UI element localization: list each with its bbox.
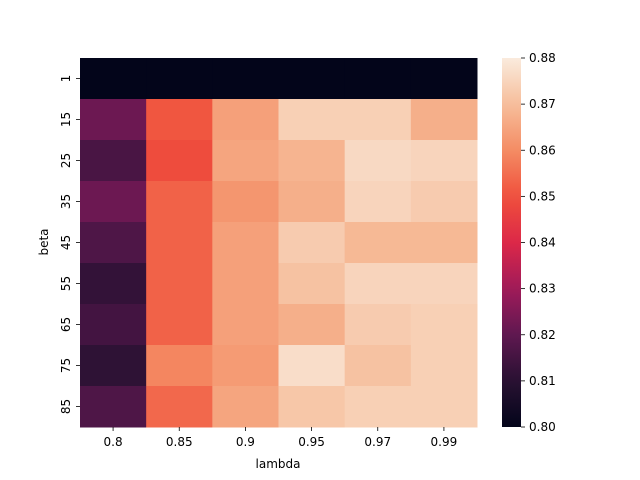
heatmap-cell [146,222,213,264]
heatmap-cell [410,386,478,428]
heatmap-cell [410,304,478,346]
heatmap-cell [278,263,346,305]
heatmap-cell [80,304,147,346]
heatmap-cell [410,140,478,182]
colorbar-tick-label: 0.85 [529,189,556,203]
heatmap-cell [80,140,147,182]
heatmap-cell [410,222,478,264]
heatmap-cell [344,304,412,346]
colorbar-tick-label: 0.83 [529,282,556,296]
colorbar: 0.80 0.81 0.82 0.83 0.84 0.85 0.86 0.87 0.88 [502,51,556,434]
x-axis: 0.8 0.85 0.9 0.95 0.97 0.99 [104,427,458,449]
y-tick-label: 35 [59,194,73,209]
colorbar-gradient [502,58,521,427]
heatmap-cell [212,99,279,141]
heatmap-cell [212,58,279,100]
x-tick-label: 0.85 [166,435,193,449]
x-tick-label: 0.99 [431,435,458,449]
colorbar-tick-label: 0.82 [529,328,556,342]
heatmap-cell [278,222,346,264]
heatmap-cell [212,181,279,223]
heatmap-cell [278,58,346,100]
heatmap-cell [146,58,213,100]
y-tick-label: 25 [59,153,73,168]
heatmap-cell [344,58,412,100]
colorbar-tick-label: 0.87 [529,97,556,111]
heatmap-cell [80,345,147,387]
x-axis-label: lambda [256,457,301,471]
heatmap-cell [410,345,478,387]
heatmap-cell [344,181,412,223]
colorbar-tick-label: 0.84 [529,236,556,250]
colorbar-tick-label: 0.81 [529,374,556,388]
heatmap-cell [344,140,412,182]
heatmap-cell [146,181,213,223]
heatmap-cell [410,58,478,100]
heatmap-cell [344,345,412,387]
y-axis-label: beta [37,228,51,255]
heatmap-cell [410,263,478,305]
heatmap-cell [80,99,147,141]
heatmap-cell [344,263,412,305]
x-tick-label: 0.8 [104,435,123,449]
x-tick-label: 0.95 [298,435,325,449]
x-tick-label: 0.97 [364,435,391,449]
heatmap-cell [212,386,279,428]
colorbar-tick-label: 0.86 [529,143,556,157]
heatmap-cell [80,222,147,264]
heatmap-cell [410,99,478,141]
heatmap-cell [410,181,478,223]
heatmap-cell [212,304,279,346]
heatmap-cell [278,386,346,428]
colorbar-tick-label: 0.80 [529,420,556,434]
x-tick-label: 0.9 [236,435,255,449]
heatmap-cell [278,181,346,223]
heatmap-cell [344,386,412,428]
heatmap-cell [146,140,213,182]
heatmap-cell [212,263,279,305]
heatmap-cell [146,345,213,387]
heatmap-cell [278,345,346,387]
heatmap-cell [344,222,412,264]
heatmap-cell [278,99,346,141]
colorbar-tick-label: 0.88 [529,51,556,65]
y-tick-label: 65 [59,317,73,332]
y-tick-label: 1 [59,75,73,83]
heatmap-cell [344,99,412,141]
heatmap-cell [212,140,279,182]
heatmap-cell [146,304,213,346]
y-tick-label: 15 [59,112,73,127]
y-tick-label: 45 [59,235,73,250]
heatmap-cell [146,263,213,305]
heatmap-cell [278,304,346,346]
heatmap-cell [146,99,213,141]
heatmap-cell [80,386,147,428]
heatmap-cell [278,140,346,182]
heatmap-cell [80,263,147,305]
y-tick-label: 85 [59,399,73,414]
heatmap-cell [212,222,279,264]
heatmap-cells [80,58,478,428]
heatmap-cell [80,58,147,100]
y-axis: 1 15 25 35 45 55 65 75 85 [59,75,80,414]
heatmap-cell [212,345,279,387]
heatmap-cell [146,386,213,428]
y-tick-label: 75 [59,358,73,373]
heatmap-cell [80,181,147,223]
y-tick-label: 55 [59,276,73,291]
